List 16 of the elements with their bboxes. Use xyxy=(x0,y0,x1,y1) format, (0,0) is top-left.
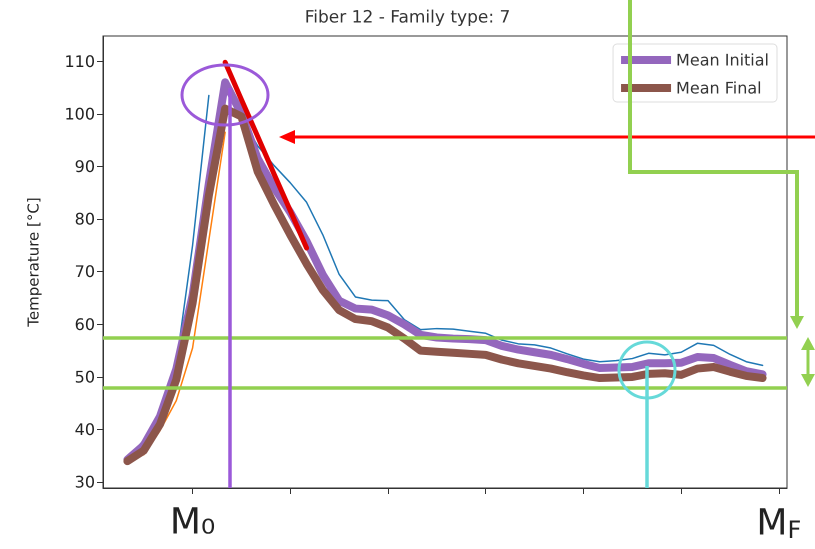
y-tick-label: 90 xyxy=(74,156,95,176)
y-tick-label: 110 xyxy=(64,52,95,71)
y-tick-label: 50 xyxy=(74,367,95,386)
chart-title: Fiber 12 - Family type: 7 xyxy=(304,8,510,28)
x-tick-label: MF xyxy=(756,502,802,544)
legend-label: Mean Final xyxy=(676,78,762,98)
y-axis-title: Temperature [°C] xyxy=(24,197,42,328)
y-tick-label: 40 xyxy=(74,420,95,440)
y-tick-label: 70 xyxy=(74,262,95,282)
y-tick-label: 30 xyxy=(74,472,95,492)
y-tick-label: 80 xyxy=(74,210,95,229)
line-series xyxy=(142,132,226,456)
y-tick-label: 100 xyxy=(64,104,95,124)
legend-label: Mean Initial xyxy=(676,50,769,70)
x-tick-label: M₀ xyxy=(170,502,216,542)
y-tick-label: 60 xyxy=(74,314,95,334)
